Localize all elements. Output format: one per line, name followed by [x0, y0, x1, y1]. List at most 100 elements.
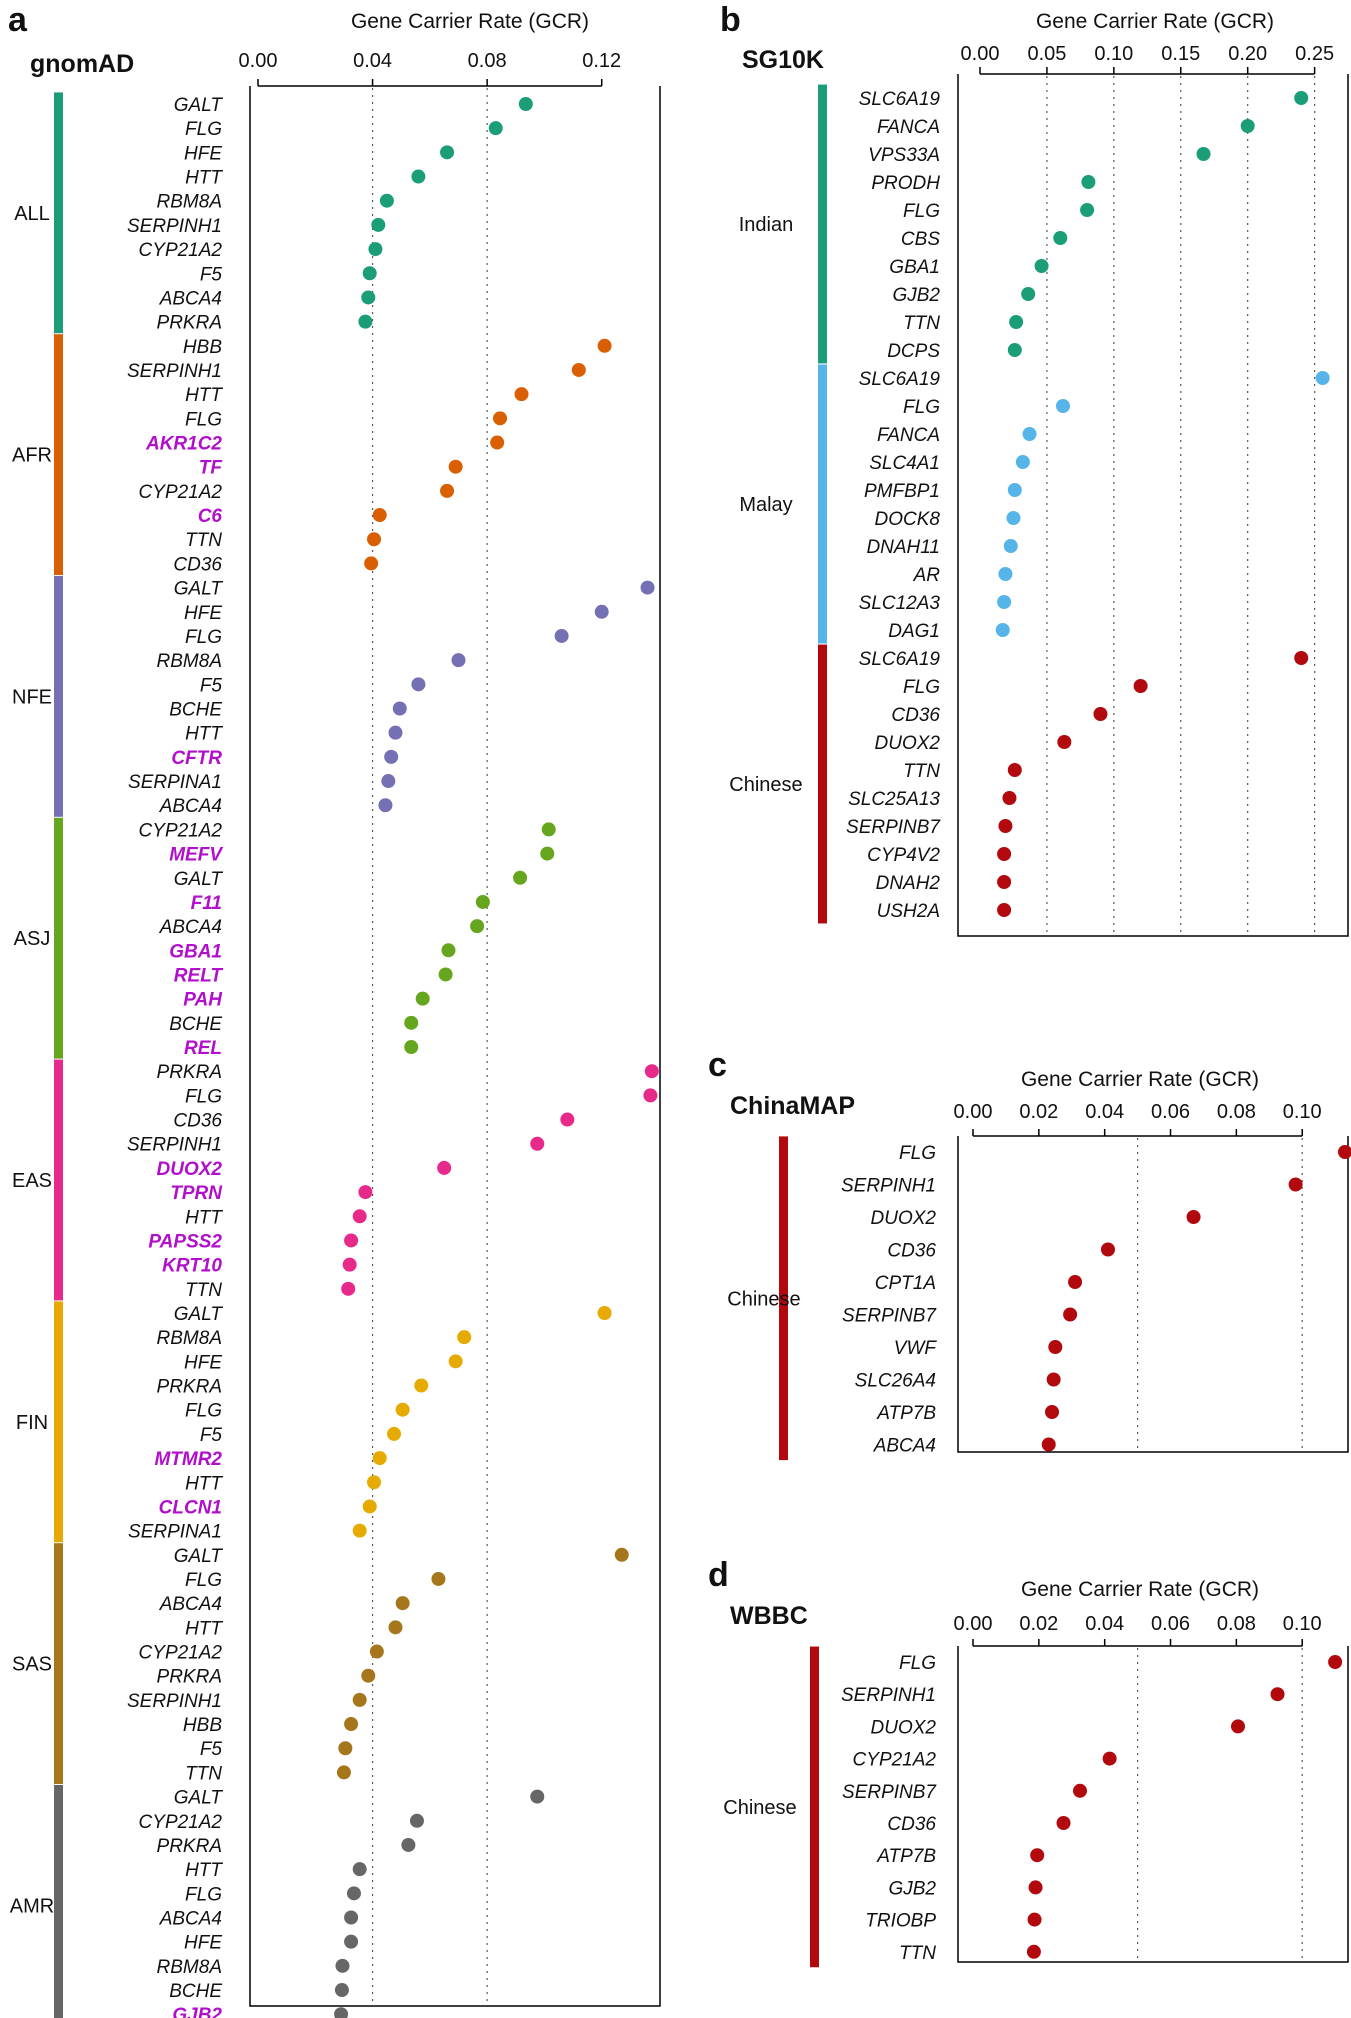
panel-a-data-point-amr-rbm8a — [335, 1958, 350, 1973]
panel-b-gene-label: DOCK8 — [875, 509, 941, 530]
panel-b-gene-label: DAG1 — [888, 621, 940, 642]
panel-d-gene-label: GJB2 — [888, 1878, 936, 1899]
panel-a-gene-label: HTT — [185, 724, 223, 745]
panel-a-gene-label: FLG — [185, 1570, 222, 1591]
panel-a-data-point-asj-abca4 — [470, 919, 485, 934]
panel-b-gene-label: TTN — [903, 313, 940, 334]
panel-b-data-point-chinese-slc6a19 — [1294, 651, 1309, 665]
panel-a-data-point-all-prkra — [358, 314, 373, 329]
panel-b-gene-label: USH2A — [877, 901, 940, 922]
panel-a-data-point-afr-cd36 — [364, 556, 379, 571]
panel-a-gene-label: GALT — [174, 1304, 224, 1325]
panel-a-gene-label: HTT — [185, 168, 223, 189]
panel-b-gene-label: PMFBP1 — [864, 481, 940, 502]
panel-b-group-label-malay: Malay — [739, 494, 792, 516]
panel-a-data-point-nfe-htt — [388, 725, 403, 740]
panel-a-data-point-fin-prkra — [414, 1378, 429, 1393]
panel-a-plot-frame — [249, 86, 661, 2007]
panel-a-group-bar-sas — [54, 1543, 63, 1785]
panel-a-data-point-amr-bche — [334, 1983, 349, 1998]
panel-a-gene-label: PRKRA — [157, 1836, 222, 1857]
panel-b-gene-label: SLC12A3 — [859, 593, 941, 614]
panel-b-gene-label: FLG — [903, 201, 940, 222]
panel-d-gene-label: CD36 — [887, 1814, 936, 1835]
panel-a-data-point-all-cyp21a2 — [368, 242, 383, 257]
panel-b-data-point-indian-cbs — [1053, 231, 1068, 245]
panel-b-data-point-chinese-dnah2 — [997, 875, 1012, 889]
panel-a-gene-label: CD36 — [173, 554, 222, 575]
panel-c-data-point-chinese-cd36 — [1100, 1242, 1115, 1257]
panel-a-gene-label: GALT — [174, 1788, 224, 1809]
panel-a-group-bar-fin — [54, 1301, 63, 1543]
panel-b-gene-label: GJB2 — [892, 285, 940, 306]
panel-a-gene-label: SERPINH1 — [127, 216, 222, 237]
panel-a-gene-label: HFE — [184, 603, 222, 624]
panel-c-group-bar-chinese — [779, 1136, 788, 1461]
panel-c-gene-label: ATP7B — [876, 1403, 936, 1424]
panel-b-gene-label: DCPS — [887, 341, 940, 362]
panel-a-gene-label: SERPINA1 — [128, 772, 222, 793]
panel-b-data-point-chinese-serpinb7 — [998, 819, 1013, 833]
panel-a-data-point-all-f5 — [362, 266, 377, 281]
panel-b-data-point-indian-slc6a19 — [1294, 91, 1309, 105]
panel-a-gene-label: GBA1 — [169, 941, 222, 962]
panel-a-data-point-nfe-hfe — [594, 604, 609, 619]
panel-b-data-point-chinese-cyp4v2 — [997, 847, 1012, 861]
panel-b-data-point-chinese-ush2a — [997, 903, 1012, 917]
panel-a-data-point-eas-krt10 — [342, 1257, 357, 1272]
panel-a-data-point-afr-tf — [448, 459, 463, 474]
panel-c-x-tick-label: 0.04 — [1085, 1101, 1124, 1123]
panel-a-gene-label: REL — [184, 1038, 222, 1059]
panel-a-data-point-asj-rel — [404, 1040, 419, 1055]
panel-a-group-label-asj: ASJ — [14, 928, 51, 950]
panel-a-data-point-asj-cyp21a2 — [541, 822, 556, 837]
panel-a-data-point-nfe-bche — [392, 701, 407, 716]
panel-a-data-point-sas-hbb — [344, 1717, 359, 1732]
panel-d-gene-label: FLG — [899, 1653, 936, 1674]
panel-a-data-point-asj-mefv — [540, 846, 555, 861]
panel-b-gene-label: SLC4A1 — [869, 453, 940, 474]
panel-a-gene-label: RBM8A — [157, 1957, 222, 1978]
panel-d-gene-label: ATP7B — [876, 1846, 936, 1867]
panel-c-x-tick-label: 0.06 — [1151, 1101, 1190, 1123]
panel-a-data-point-sas-abca4 — [395, 1596, 410, 1611]
panel-b-gene-label: CYP4V2 — [867, 845, 940, 866]
panel-d-data-point-chinese-atp7b — [1030, 1848, 1045, 1863]
panel-c-data-point-chinese-serpinh1 — [1288, 1177, 1303, 1192]
panel-b-x-tick-label: 0.20 — [1228, 43, 1267, 65]
panel-a-gene-label: HTT — [185, 1860, 223, 1881]
panel-a-data-point-fin-hfe — [448, 1354, 463, 1369]
panel-c-data-point-chinese-flg — [1338, 1145, 1351, 1159]
panel-a-gene-label: F11 — [191, 893, 222, 914]
panel-a-gene-label: HBB — [183, 337, 222, 358]
panel-a-gene-label: BCHE — [169, 1014, 222, 1035]
panel-a-gene-label: PAH — [183, 990, 223, 1011]
panel-a-data-point-afr-htt — [514, 387, 529, 402]
panel-a-gene-label: FLG — [185, 627, 222, 648]
panel-a-gene-label: SERPINA1 — [128, 1522, 222, 1543]
panel-d-gene-label: TTN — [899, 1943, 936, 1964]
panel-a-gene-label: AKR1C2 — [145, 434, 222, 455]
panel-a-data-point-nfe-galt — [640, 580, 655, 595]
panel-b-group-label-indian: Indian — [739, 214, 794, 236]
panel-b-data-point-malay-slc4a1 — [1015, 455, 1030, 469]
panel-a-data-point-amr-galt — [530, 1789, 545, 1804]
panel-a-gene-label: CYP21A2 — [139, 482, 223, 503]
panel-b-x-tick-label: 0.25 — [1295, 43, 1334, 65]
panel-a-data-point-eas-tprn — [358, 1185, 373, 1200]
panel-d-dataset-name: WBBC — [730, 1602, 808, 1630]
panel-a-data-point-amr-abca4 — [344, 1910, 359, 1925]
panel-a-gene-label: FLG — [185, 1401, 222, 1422]
panel-a-data-point-all-rbm8a — [379, 193, 394, 208]
panel-d-gene-label: TRIOBP — [865, 1911, 936, 1932]
panel-a-gene-label: CFTR — [171, 748, 222, 769]
panel-a-gene-label: RBM8A — [157, 651, 222, 672]
panel-a-gene-label: CLCN1 — [159, 1497, 222, 1518]
panel-a-data-point-eas-papss2 — [344, 1233, 359, 1248]
panel-d-data-point-chinese-duox2 — [1231, 1719, 1246, 1734]
panel-d-gene-label: DUOX2 — [871, 1717, 937, 1738]
panel-a-data-point-all-htt — [411, 169, 426, 184]
panel-b-data-point-malay-fanca — [1022, 427, 1037, 441]
panel-a-gene-label: C6 — [198, 506, 223, 527]
